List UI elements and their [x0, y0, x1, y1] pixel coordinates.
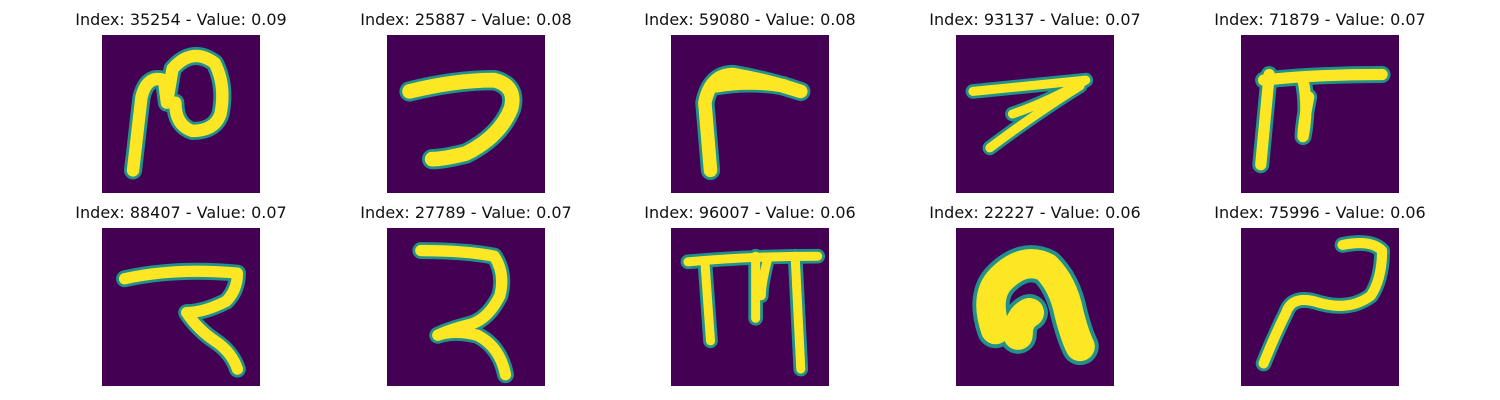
panel-title: Index: 71879 - Value: 0.07	[1214, 10, 1426, 29]
panel-title: Index: 75996 - Value: 0.06	[1214, 203, 1426, 222]
panel-title: Index: 93137 - Value: 0.07	[929, 10, 1141, 29]
panel-title: Index: 22227 - Value: 0.06	[929, 203, 1141, 222]
panel-title: Index: 27789 - Value: 0.07	[360, 203, 572, 222]
panel-title: Index: 88407 - Value: 0.07	[75, 203, 287, 222]
panel-title: Index: 96007 - Value: 0.06	[644, 203, 856, 222]
angle-stroke-icon	[671, 35, 829, 193]
panel-title: Index: 59080 - Value: 0.08	[644, 10, 856, 29]
comb-stroke-icon	[671, 228, 829, 386]
hook-stroke-icon	[387, 35, 545, 193]
double-leg-stroke-icon	[1241, 35, 1399, 193]
zigzag-stroke-icon	[102, 228, 260, 386]
reverse-s-stroke-icon	[387, 228, 545, 386]
loop-stroke-icon	[102, 35, 260, 193]
blob-stroke-icon	[956, 228, 1114, 386]
panel-title: Index: 25887 - Value: 0.08	[360, 10, 572, 29]
panel-title: Index: 35254 - Value: 0.09	[75, 10, 287, 29]
seven-stroke-icon	[956, 35, 1114, 193]
tilde-stroke-icon	[1241, 228, 1399, 386]
